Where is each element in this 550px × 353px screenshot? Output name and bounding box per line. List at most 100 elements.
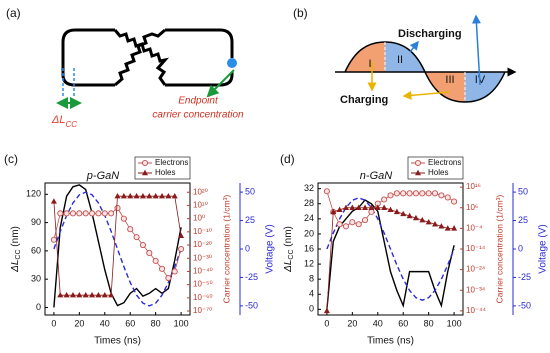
hole-point	[374, 204, 381, 210]
y2-tick-label: 10²⁰	[193, 187, 208, 196]
electron-point	[158, 265, 166, 272]
x-tick-label: 100	[174, 318, 189, 328]
endpoint-label: carrier concentration	[152, 110, 244, 121]
charge-arrow	[402, 90, 451, 100]
legend-symbol	[142, 169, 148, 176]
y-tick-label: 0	[36, 302, 41, 312]
hole-point	[381, 204, 388, 210]
plot-frame	[44, 182, 191, 316]
y2-tick-label: 10⁻⁴	[466, 223, 483, 232]
hole-point	[330, 208, 337, 215]
y-title-sub: CC	[15, 249, 22, 259]
y-axis-title: ΔLCC (nm)	[283, 226, 296, 273]
hole-point	[362, 204, 369, 210]
region-i	[345, 42, 385, 72]
y3-tick-label: 50	[518, 186, 528, 196]
hole-point	[387, 206, 394, 213]
chart-title: n-GaN	[360, 170, 392, 182]
delta-text: ΔL	[51, 114, 66, 126]
electron-point	[76, 210, 83, 217]
hole-point	[89, 292, 96, 298]
hole-point	[393, 208, 400, 215]
hole-point	[323, 307, 330, 314]
discharge-arrow	[409, 40, 419, 53]
hole-point	[139, 193, 146, 199]
legend-symbol	[414, 159, 422, 167]
hole-point	[432, 221, 439, 227]
electron-point	[165, 274, 172, 282]
x-tick-label: 80	[424, 318, 434, 328]
electron-point	[120, 215, 127, 222]
y3-tick-label: 0	[245, 243, 250, 253]
electron-point	[425, 190, 432, 197]
y-tick-label: 120	[26, 189, 41, 199]
y2-tick-label: 10¹⁶	[466, 182, 481, 191]
y-tick-label: 20	[304, 228, 314, 238]
y2-tick-label: 10⁻⁷⁰	[193, 306, 212, 315]
chart-title: p-GaN	[86, 170, 119, 182]
y-axis-title: ΔLCC (nm)	[10, 226, 23, 273]
legend-label: Electrons	[428, 158, 461, 167]
electron-point	[171, 268, 178, 275]
hole-point	[178, 232, 185, 238]
x-tick-label: 80	[151, 318, 161, 328]
electron-point	[387, 192, 394, 199]
x-axis-title: Times (ns)	[367, 336, 414, 347]
electron-point	[412, 190, 419, 197]
hole-point	[171, 193, 178, 199]
legend-symbol	[141, 159, 149, 167]
electron-point	[108, 210, 115, 217]
y-title-unit: (nm)	[283, 226, 294, 249]
electron-point	[381, 196, 388, 203]
y3-tick-label: 25	[245, 215, 255, 225]
x-tick-label: 40	[100, 318, 110, 328]
y-tick-label: 0	[309, 304, 314, 314]
y3-tick-label: -25	[518, 272, 531, 282]
electron-point	[89, 210, 96, 217]
delta-label: ΔLCC	[51, 114, 77, 129]
hole-point	[108, 292, 115, 298]
y2-tick-label: 10⁻²⁴	[466, 265, 486, 274]
electron-point	[139, 241, 146, 249]
legend-label: Electrons	[155, 158, 188, 167]
electron-point	[127, 226, 134, 233]
electron-point	[152, 257, 159, 264]
x-tick-label: 20	[74, 318, 84, 328]
hole-point	[451, 225, 458, 231]
electron-point	[133, 234, 140, 241]
hole-point	[69, 292, 76, 298]
electron-point	[50, 236, 57, 243]
y-tick-label: 24	[304, 213, 314, 223]
hole-point	[146, 193, 153, 199]
hole-point	[425, 218, 432, 225]
electron-point	[323, 188, 330, 195]
hole-point	[101, 292, 108, 298]
electron-point	[393, 190, 400, 197]
hole-point	[133, 193, 140, 199]
y-title-sub: CC	[288, 249, 295, 259]
length-line	[326, 199, 455, 310]
y2-axis-title: Carrier concentration (1/cm³)	[221, 195, 231, 304]
zigzag	[114, 28, 166, 87]
hole-point	[355, 204, 362, 210]
y-title-unit: (nm)	[10, 226, 21, 249]
electron-point	[82, 210, 89, 217]
y2-tick-label: 10⁻⁵⁰	[193, 280, 213, 289]
x-tick-label: 60	[125, 318, 135, 328]
hole-point	[400, 210, 407, 217]
y2-tick-label: 10⁻³⁴	[466, 285, 486, 294]
legend-label: Holes	[155, 168, 175, 177]
electron-point	[368, 208, 375, 215]
y3-tick-label: -50	[245, 300, 258, 310]
electron-point	[69, 210, 77, 217]
y3-tick-label: -25	[245, 272, 258, 282]
region-label: III	[445, 74, 454, 86]
x-tick-label: 0	[51, 318, 56, 328]
hole-point	[127, 193, 134, 199]
y3-axis-title: Voltage (V)	[538, 224, 549, 273]
electron-point	[451, 198, 458, 205]
y-title-main: ΔL	[10, 260, 21, 273]
hole-point	[159, 193, 166, 199]
